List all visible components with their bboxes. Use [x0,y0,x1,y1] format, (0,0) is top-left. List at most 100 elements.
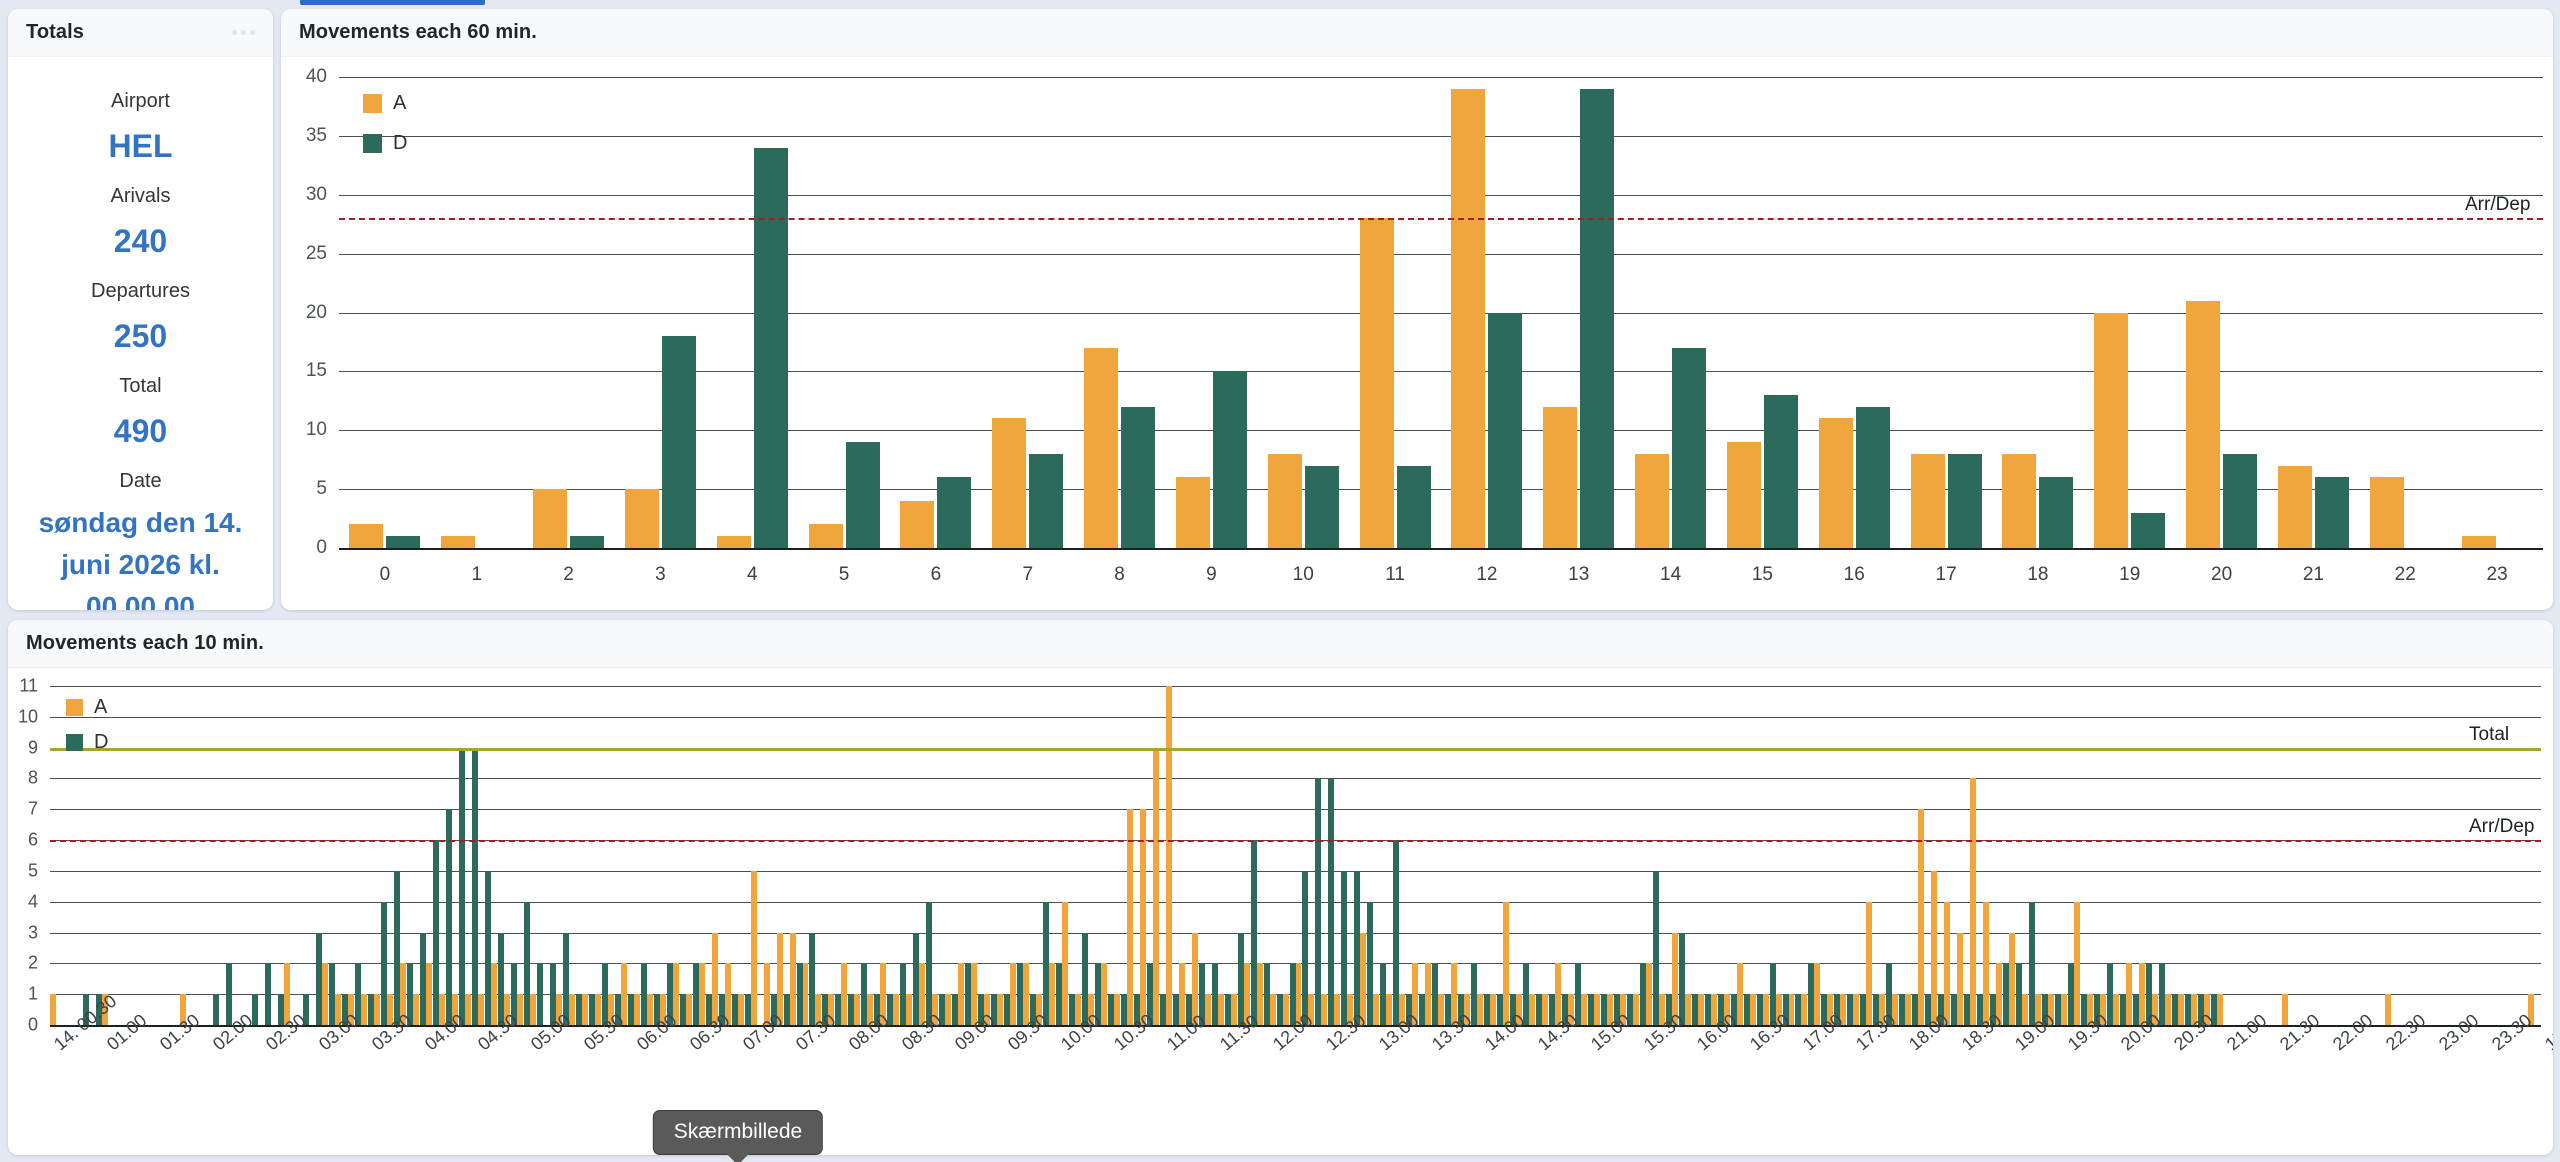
bar-arrivals[interactable] [1087,994,1094,1025]
bar-arrivals[interactable] [491,963,498,1025]
bar-arrivals[interactable] [711,932,718,1025]
bar-arrivals[interactable] [349,524,384,548]
bar-arrivals[interactable] [2094,312,2129,548]
bar-departures[interactable] [978,994,985,1025]
bar-departures[interactable] [386,536,421,548]
bar-departures[interactable] [1030,994,1037,1025]
bar-departures[interactable] [666,963,673,1025]
bar-departures[interactable] [1328,778,1335,1025]
bar-departures[interactable] [1341,870,1348,1025]
bar-departures[interactable] [1159,994,1166,1025]
bar-departures[interactable] [1925,994,1932,1025]
bar-departures[interactable] [2029,901,2036,1025]
bar-arrivals[interactable] [1931,870,1938,1025]
bar-arrivals[interactable] [1010,963,1017,1025]
bar-arrivals[interactable] [1165,686,1172,1025]
bar-departures[interactable] [1488,312,1523,548]
bar-departures[interactable] [1120,994,1127,1025]
bar-arrivals[interactable] [659,994,666,1025]
bar-departures[interactable] [588,994,595,1025]
bar-arrivals[interactable] [1736,963,1743,1025]
bar-arrivals[interactable] [1113,994,1120,1025]
bar-arrivals[interactable] [568,994,575,1025]
bar-arrivals[interactable] [1671,932,1678,1025]
bar-departures[interactable] [653,994,660,1025]
bar-departures[interactable] [718,994,725,1025]
bar-arrivals[interactable] [1347,994,1354,1025]
bar-arrivals[interactable] [867,994,874,1025]
bar-arrivals[interactable] [919,963,926,1025]
bar-arrivals[interactable] [997,994,1004,1025]
bar-arrivals[interactable] [1451,88,1486,548]
bar-departures[interactable] [1172,994,1179,1025]
legend-item-arrivals[interactable]: A [66,696,108,719]
bar-arrivals[interactable] [2047,994,2054,1025]
bar-departures[interactable] [2016,963,2023,1025]
bar-arrivals[interactable] [1684,994,1691,1025]
bar-departures[interactable] [1276,994,1283,1025]
bar-arrivals[interactable] [1061,901,1068,1025]
bar-departures[interactable] [887,994,894,1025]
bar-departures[interactable] [991,994,998,1025]
bar-arrivals[interactable] [1204,994,1211,1025]
bar-arrivals[interactable] [49,994,56,1025]
bar-arrivals[interactable] [2073,901,2080,1025]
bar-arrivals[interactable] [1438,994,1445,1025]
bar-arrivals[interactable] [1100,963,1107,1025]
bar-departures[interactable] [1017,963,1024,1025]
bar-departures[interactable] [1899,994,1906,1025]
bar-departures[interactable] [1471,963,1478,1025]
bar-departures[interactable] [1146,963,1153,1025]
bar-departures[interactable] [753,147,788,548]
bar-arrivals[interactable] [1412,963,1419,1025]
bar-departures[interactable] [601,963,608,1025]
bar-arrivals[interactable] [2190,994,2197,1025]
bar-departures[interactable] [1782,994,1789,1025]
bar-departures[interactable] [1756,994,1763,1025]
bar-arrivals[interactable] [620,963,627,1025]
bar-arrivals[interactable] [465,994,472,1025]
bar-departures[interactable] [251,994,258,1025]
bar-departures[interactable] [1561,994,1568,1025]
bar-arrivals[interactable] [1386,994,1393,1025]
bar-departures[interactable] [835,994,842,1025]
bar-departures[interactable] [485,870,492,1025]
bar-departures[interactable] [1652,870,1659,1025]
bar-arrivals[interactable] [1892,994,1899,1025]
bar-arrivals[interactable] [283,963,290,1025]
bar-departures[interactable] [1445,994,1452,1025]
bar-arrivals[interactable] [932,994,939,1025]
bar-departures[interactable] [1769,963,1776,1025]
bar-arrivals[interactable] [1818,418,1853,548]
bar-departures[interactable] [1289,963,1296,1025]
bar-departures[interactable] [1055,963,1062,1025]
bar-arrivals[interactable] [426,963,433,1025]
bar-departures[interactable] [1523,963,1530,1025]
bar-arrivals[interactable] [2112,994,2119,1025]
bar-departures[interactable] [1613,994,1620,1025]
bar-departures[interactable] [433,840,440,1025]
bar-departures[interactable] [446,809,453,1025]
bar-arrivals[interactable] [1477,994,1484,1025]
bar-departures[interactable] [1419,994,1426,1025]
bar-arrivals[interactable] [1308,994,1315,1025]
bar-departures[interactable] [1860,994,1867,1025]
bar-arrivals[interactable] [1910,453,1945,548]
bar-departures[interactable] [368,994,375,1025]
bar-arrivals[interactable] [1048,963,1055,1025]
bar-departures[interactable] [845,442,880,548]
bar-departures[interactable] [1107,994,1114,1025]
legend-item-arrivals[interactable]: A [363,92,407,115]
bar-arrivals[interactable] [900,500,935,548]
bar-departures[interactable] [316,932,323,1025]
bar-arrivals[interactable] [1645,963,1652,1025]
bar-departures[interactable] [2039,477,2074,548]
bar-departures[interactable] [381,901,388,1025]
bar-departures[interactable] [303,994,310,1025]
bar-departures[interactable] [1873,994,1880,1025]
bar-departures[interactable] [1029,453,1064,548]
bar-departures[interactable] [874,994,881,1025]
bar-departures[interactable] [1977,994,1984,1025]
bar-arrivals[interactable] [1658,994,1665,1025]
bar-departures[interactable] [705,994,712,1025]
